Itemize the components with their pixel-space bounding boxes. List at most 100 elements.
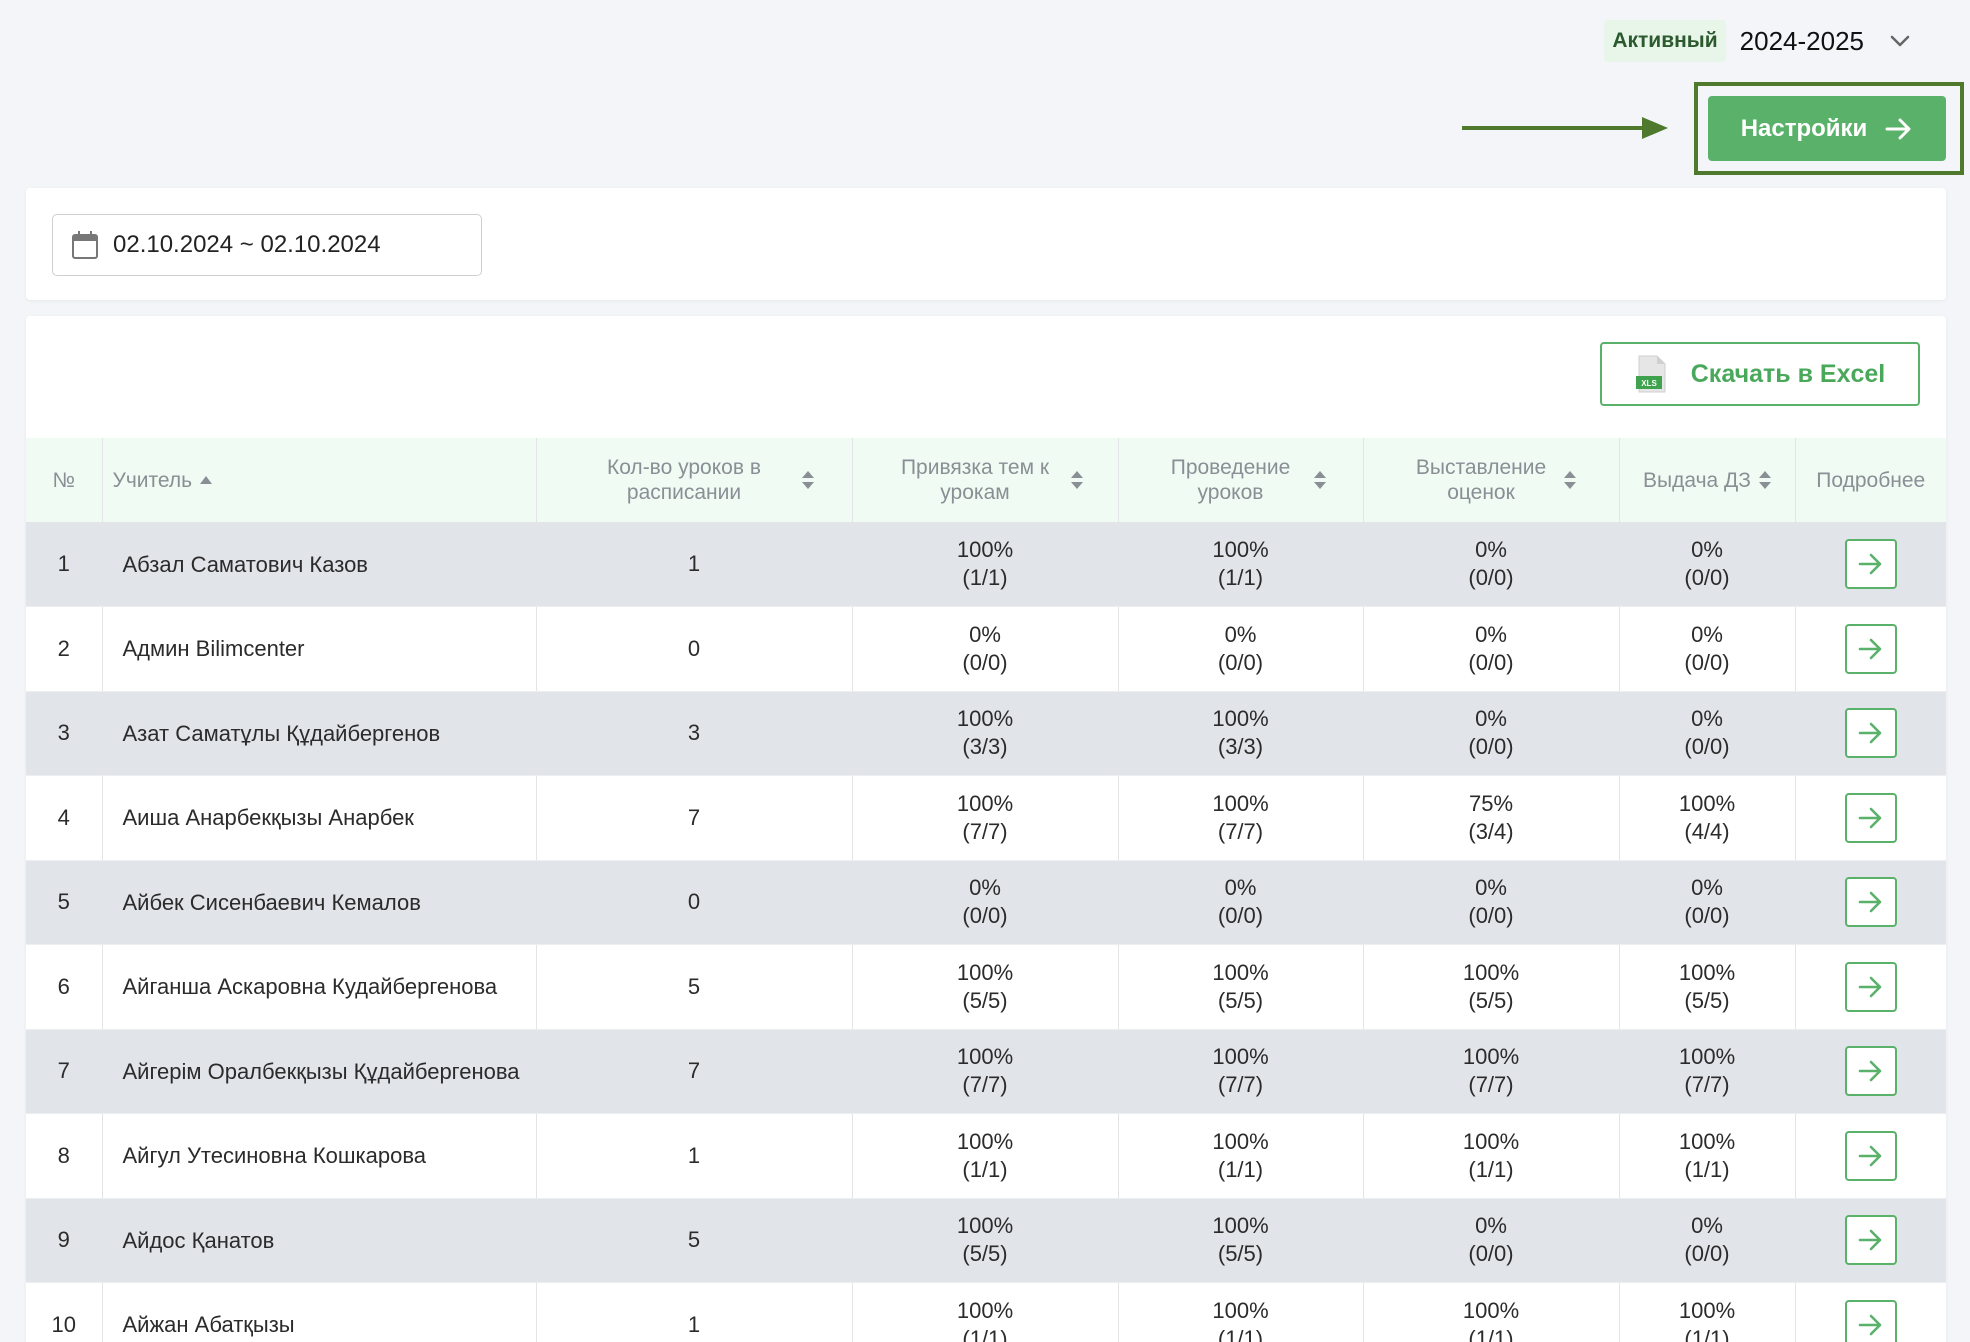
sort-icon[interactable]	[802, 471, 814, 489]
details-button[interactable]	[1844, 539, 1897, 589]
held-percent: 100%	[1212, 790, 1269, 816]
table-row: 5 Айбек Сисенбаевич Кемалов 0 0% (0/0) 0% (0/0…	[26, 860, 1946, 945]
topics-count: (1/1)	[962, 1156, 1008, 1182]
homework-percent: 0%	[1691, 537, 1723, 562]
homework-percent: 100%	[1678, 1297, 1736, 1323]
date-range-input[interactable]: 02.10.2024 ~ 02.10.2024	[52, 214, 482, 276]
held-count: (1/1)	[1217, 565, 1264, 590]
academic-year[interactable]: 2024-2025	[1739, 25, 1864, 56]
lessons-count: 1	[536, 1282, 853, 1342]
arrow-right-icon	[1885, 118, 1911, 139]
arrow-right-icon	[1858, 722, 1882, 744]
topics-count: (7/7)	[962, 818, 1008, 844]
row-number: 5	[26, 860, 103, 945]
row-number: 6	[26, 944, 103, 1030]
arrow-right-icon	[1858, 1145, 1882, 1167]
homework-count: (0/0)	[1684, 565, 1730, 590]
grades-cell: 0% (0/0)	[1363, 1198, 1620, 1283]
held-cell: 100% (1/1)	[1118, 1113, 1364, 1199]
details-button[interactable]	[1844, 623, 1897, 674]
details-button[interactable]	[1844, 877, 1897, 928]
year-selector[interactable]: Активный 2024-2025	[1604, 20, 1916, 62]
grades-cell: 0% (0/0)	[1363, 522, 1620, 607]
filter-card: 02.10.2024 ~ 02.10.2024	[26, 188, 1946, 300]
homework-count: (0/0)	[1684, 903, 1730, 929]
row-number: 2	[26, 606, 103, 692]
grades-cell: 100% (5/5)	[1363, 944, 1620, 1030]
arrow-right-icon	[1858, 1229, 1882, 1251]
homework-count: (0/0)	[1684, 734, 1730, 760]
sort-icon[interactable]	[1070, 471, 1083, 489]
table-row: 4 Аиша Анарбекқызы Анарбек 7 100% (7/7) 100%(…	[26, 775, 1946, 861]
details-button[interactable]	[1844, 1215, 1897, 1266]
held-cell: 0% (0/0)	[1118, 860, 1364, 945]
lessons-count: 7	[536, 1029, 853, 1114]
topics-percent: 100%	[956, 1297, 1014, 1323]
download-excel-label: Скачать в Excel	[1690, 359, 1886, 388]
report-card: XLS Скачать в Excel № Учитель Кол-во уро…	[26, 316, 1946, 1342]
homework-count: (1/1)	[1684, 1325, 1730, 1342]
teacher-name: Айбек Сисенбаевич Кемалов	[102, 860, 537, 945]
column-header-teacher[interactable]: Учитель	[102, 438, 537, 522]
lessons-count: 1	[536, 1113, 853, 1199]
sort-asc-icon[interactable]	[200, 476, 213, 484]
date-range-value: 02.10.2024 ~ 02.10.2024	[113, 231, 381, 258]
details-button[interactable]	[1844, 792, 1897, 843]
arrow-right-icon	[1858, 891, 1882, 913]
details-cell	[1795, 944, 1946, 1030]
grades-count: (0/0)	[1468, 903, 1514, 929]
held-cell: 100% (5/5)	[1118, 944, 1364, 1030]
details-cell	[1795, 1282, 1946, 1342]
grades-percent: 100%	[1462, 959, 1520, 985]
topics-count: (0/0)	[962, 903, 1008, 929]
held-cell: 0% (0/0)	[1118, 606, 1364, 692]
settings-button[interactable]: Настройки	[1708, 96, 1946, 161]
held-percent: 100%	[1212, 1213, 1269, 1239]
homework-cell: 100% (1/1)	[1619, 1282, 1796, 1342]
grades-percent: 0%	[1475, 1213, 1507, 1239]
grades-percent: 0%	[1475, 621, 1507, 647]
grades-cell: 0% (0/0)	[1363, 860, 1620, 945]
grades-count: (0/0)	[1468, 565, 1514, 590]
grades-count: (1/1)	[1468, 1325, 1514, 1342]
held-percent: 100%	[1212, 1044, 1269, 1070]
column-header-topics[interactable]: Привязка тем к урокам	[852, 438, 1119, 522]
lessons-count: 7	[536, 775, 853, 861]
held-count: (7/7)	[1217, 818, 1264, 844]
details-button[interactable]	[1844, 708, 1897, 759]
lessons-count: 5	[536, 944, 853, 1030]
details-button[interactable]	[1844, 1130, 1897, 1181]
teacher-name: Азат Саматұлы Құдайбергенов	[102, 691, 537, 776]
column-header-homework[interactable]: Выдача ДЗ	[1619, 438, 1796, 522]
table-header-row: № Учитель Кол-во уроков в расписании При…	[26, 438, 1946, 522]
sort-icon[interactable]	[1313, 471, 1326, 489]
details-button[interactable]	[1844, 1046, 1897, 1097]
chevron-down-icon[interactable]	[1884, 25, 1916, 57]
teacher-name: Айганша Аскаровна Кудайбергенова	[102, 944, 537, 1030]
arrow-right-icon	[1858, 1314, 1882, 1336]
grades-percent: 100%	[1462, 1128, 1520, 1154]
download-excel-button[interactable]: XLS Скачать в Excel	[1600, 342, 1920, 406]
grades-cell: 100% (1/1)	[1363, 1282, 1620, 1342]
grades-count: (0/0)	[1468, 649, 1514, 675]
teacher-name: Айгерім Оралбекқызы Құдайбергенова	[102, 1029, 537, 1114]
details-cell	[1795, 860, 1946, 945]
held-cell: 100% (1/1)	[1118, 522, 1364, 607]
details-button[interactable]	[1844, 961, 1897, 1012]
details-button[interactable]	[1844, 1299, 1897, 1342]
topics-count: (7/7)	[962, 1072, 1008, 1098]
grades-count: (5/5)	[1468, 987, 1514, 1013]
teacher-name: Аиша Анарбекқызы Анарбек	[102, 775, 537, 861]
calendar-icon	[72, 231, 98, 259]
column-header-held[interactable]: Проведение уроков	[1118, 438, 1364, 522]
column-header-lessons[interactable]: Кол-во уроков в расписании	[536, 438, 853, 522]
grades-cell: 100% (7/7)	[1363, 1029, 1620, 1114]
homework-cell: 0% (0/0)	[1619, 606, 1796, 692]
table-row: 9 Айдос Қанатов 5 100% (5/5) 100% (5/5) 0% (0/0)…	[26, 1198, 1946, 1283]
sort-icon[interactable]	[1564, 471, 1576, 489]
grades-count: (0/0)	[1468, 734, 1514, 760]
sort-icon[interactable]	[1758, 471, 1771, 489]
column-header-grades[interactable]: Выставление оценок	[1363, 438, 1620, 522]
homework-cell: 0% (0/0)	[1619, 860, 1796, 945]
topics-percent: 0%	[969, 875, 1001, 901]
